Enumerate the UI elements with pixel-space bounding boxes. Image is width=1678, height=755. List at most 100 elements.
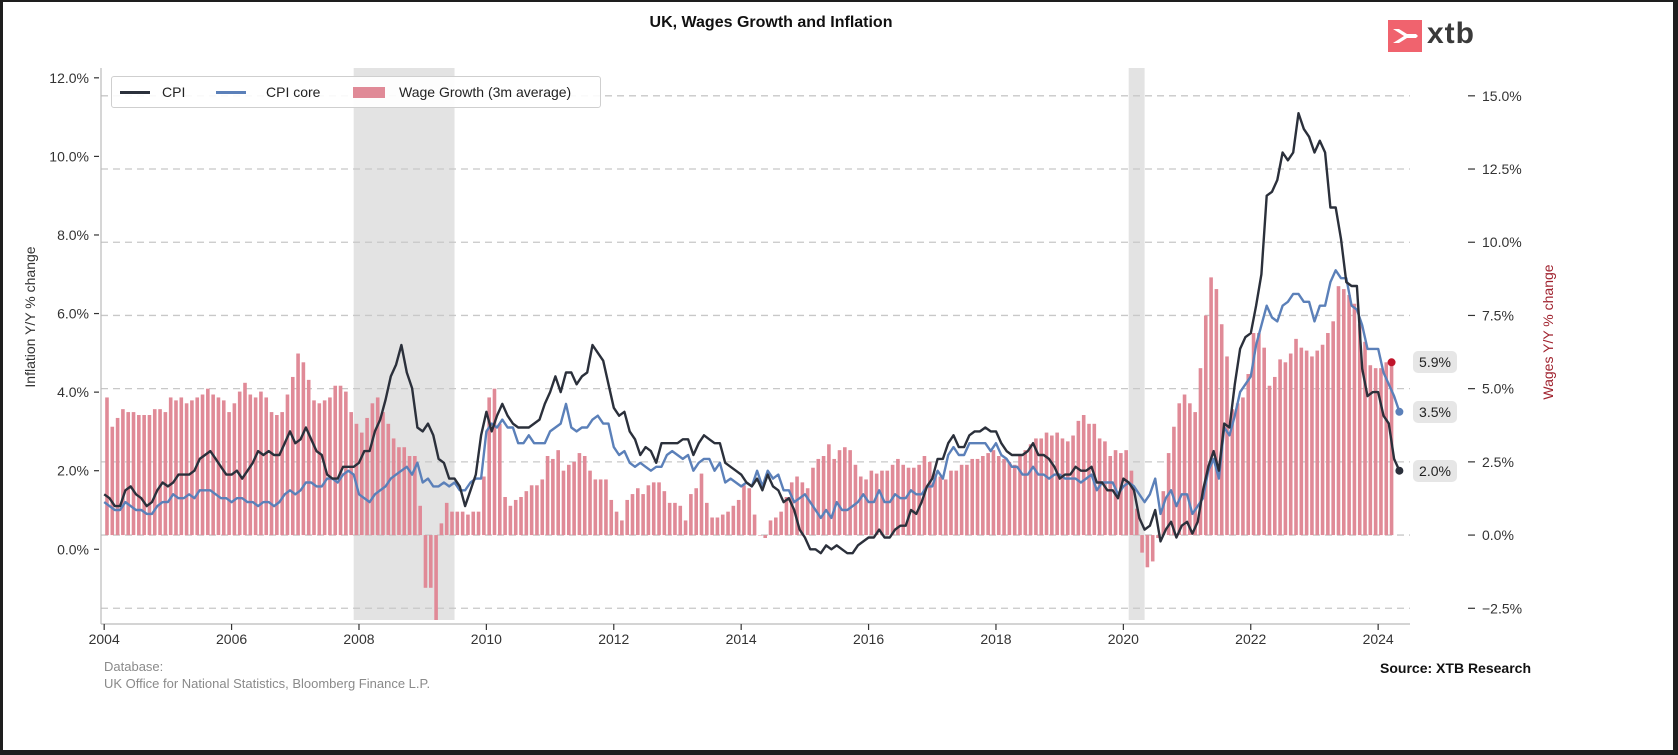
x-tick-label: 2006 (216, 631, 247, 647)
wage-growth-bar (466, 514, 470, 536)
wage-growth-bar (646, 485, 651, 536)
end-label-cpi: 2.0% (1413, 459, 1457, 482)
wage-growth-last-point (1387, 358, 1396, 367)
wage-growth-bar (673, 502, 677, 536)
wage-growth-bar (1007, 461, 1012, 536)
wage-growth-bar (1304, 350, 1309, 536)
wage-growth-bar (774, 517, 778, 536)
wage-growth-bar (662, 491, 667, 536)
wage-growth-bar (1219, 324, 1224, 536)
wage-growth-bar (301, 362, 306, 536)
y-axis-left-label: Inflation Y/Y % change (22, 246, 38, 388)
wage-growth-bar (423, 535, 428, 588)
wage-growth-bar (1347, 294, 1351, 536)
wage-growth-bar (991, 450, 996, 536)
legend-label-cpi: CPI (162, 84, 186, 100)
wage-growth-bar (720, 514, 725, 536)
y-left-tick-label: 0.0% (57, 541, 89, 557)
wage-growth-bar (609, 499, 614, 536)
wage-growth-bar (428, 535, 433, 588)
wage-growth-bar (168, 397, 173, 536)
wage-growth-bar (805, 488, 810, 536)
y-left-tick-label: 6.0% (57, 306, 89, 322)
wage-growth-bar (1209, 277, 1213, 536)
wage-growth-bar (1299, 347, 1304, 536)
wage-growth-bar (625, 499, 629, 536)
x-tick-label: 2024 (1363, 631, 1394, 647)
wage-growth-bar (407, 456, 412, 536)
x-tick-label: 2022 (1235, 631, 1266, 647)
wage-growth-bar (1065, 441, 1070, 536)
wage-growth-bar (800, 482, 805, 536)
wage-growth-bar (758, 535, 762, 536)
y-axis-right-label: Wages Y/Y % change (1540, 264, 1556, 400)
wage-growth-bar (269, 412, 274, 536)
wage-growth-bar (1050, 435, 1054, 536)
wage-growth-bar (1161, 491, 1166, 536)
wage-growth-bar (699, 473, 704, 536)
wage-growth-bar (651, 482, 656, 536)
y-right-tick-label: 15.0% (1482, 88, 1522, 104)
y-right-tick-label: 2.5% (1482, 454, 1514, 470)
wage-growth-bar (789, 482, 794, 536)
wage-growth-bar (954, 470, 959, 536)
wage-growth-bar (959, 464, 964, 536)
wage-growth-bar (901, 464, 906, 536)
wage-growth-bar (1028, 444, 1033, 536)
wage-growth-bar (975, 458, 980, 536)
wage-growth-bar (763, 535, 768, 539)
wage-growth-bar (211, 394, 215, 536)
legend-item-cpi: CPI (120, 77, 185, 107)
wage-growth-bar (731, 505, 736, 536)
wage-growth-bar (784, 497, 789, 536)
wage-growth-bar (1310, 356, 1314, 536)
wage-growth-bar (1119, 453, 1123, 536)
source-label: Source: XTB Research (1380, 660, 1531, 676)
legend: CPI CPI core Wage Growth (3m average) (111, 76, 601, 108)
wage-growth-bar (938, 476, 943, 536)
y-right-tick-label: 7.5% (1482, 307, 1514, 323)
wage-growth-bar (206, 388, 210, 536)
wage-growth-bar (354, 423, 359, 536)
chart-canvas: 12.0% 10.0% 8.0% 6.0% 4.0% 2.0% 0.0% 15.0% 12.5%… (49, 68, 1522, 647)
wage-growth-bar (1034, 438, 1038, 536)
wage-growth-bar (497, 423, 502, 536)
y-right-tick-label: −2.5% (1482, 600, 1522, 616)
x-tick-label: 2020 (1108, 631, 1139, 647)
wage-growth-bar (359, 432, 364, 536)
wage-growth-bar (471, 511, 476, 536)
wage-growth-bar (864, 479, 868, 536)
wage-growth-bar (131, 412, 136, 536)
database-sources: UK Office for National Statistics, Bloom… (104, 676, 431, 691)
wage-growth-bar (1134, 508, 1139, 536)
wage-growth-bar (1315, 350, 1320, 536)
wage-growth-bar (657, 482, 661, 536)
wage-growth-bar (566, 464, 571, 536)
wage-growth-bar (487, 397, 491, 536)
wage-growth-bar (1379, 368, 1383, 536)
wage-growth-bar (752, 514, 757, 536)
wage-growth-bar (317, 403, 322, 536)
wage-growth-bar (837, 450, 842, 536)
cpi-last-point (1395, 466, 1404, 475)
cpi-core-last-point (1395, 407, 1404, 416)
wage-growth-bar (1124, 450, 1128, 536)
wage-growth-bar (1156, 535, 1160, 539)
wage-growth-bar (482, 476, 486, 536)
wage-growth-bar (137, 415, 141, 536)
wage-growth-bar (503, 497, 507, 536)
wage-growth-bar (715, 517, 720, 536)
wage-growth-bar (1203, 315, 1208, 536)
wage-growth-bar (736, 499, 741, 536)
cpi-line (103, 111, 1401, 555)
wage-growth-bar (174, 400, 178, 536)
wage-growth-bar (614, 511, 619, 536)
wage-growth-bar (1012, 464, 1017, 536)
x-tick-label: 2016 (853, 631, 884, 647)
wage-growth-bar (1018, 456, 1022, 536)
wage-growth-bar (588, 470, 592, 536)
wage-growth-bar (1320, 344, 1325, 536)
wage-growth-bar (1241, 397, 1245, 536)
wage-growth-bar (1246, 374, 1251, 536)
wage-growth-bar (1225, 356, 1229, 536)
